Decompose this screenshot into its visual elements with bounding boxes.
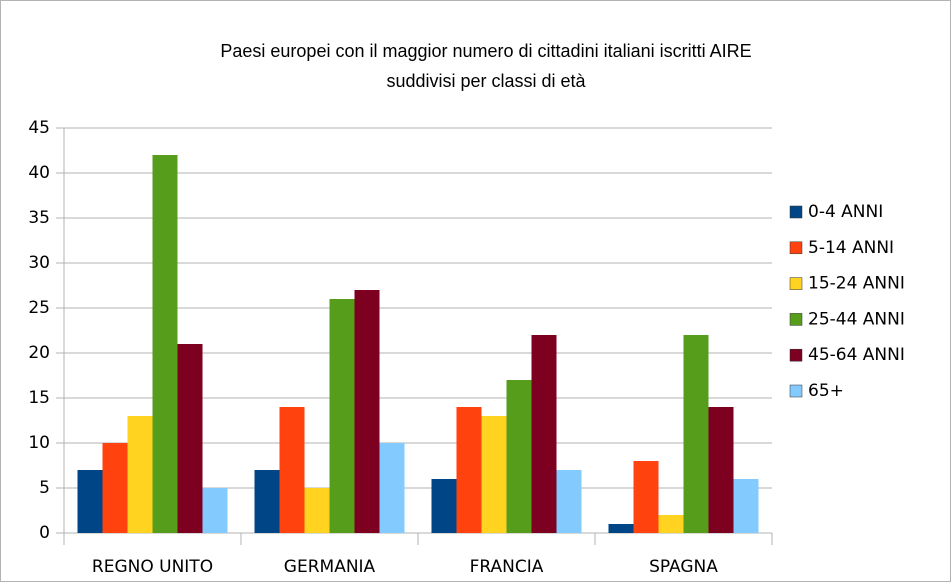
bar [127,416,153,533]
bar [608,524,634,533]
legend-label: 0-4 ANNI [808,202,883,222]
y-tick-label: 40 [28,163,50,183]
y-tick-label: 15 [28,388,50,408]
bar [329,299,355,533]
bar [456,407,482,533]
bar [556,470,582,533]
bar [279,407,305,533]
bar [431,479,457,533]
bar [506,380,532,533]
y-tick-label: 45 [28,118,50,138]
bar [379,443,405,533]
bar [658,515,684,533]
bar [77,470,103,533]
bar [708,407,734,533]
legend-label: 65+ [808,381,844,401]
x-tick-label: SPAGNA [649,557,718,577]
bar [202,488,228,533]
y-tick-label: 30 [28,253,50,273]
legend-label: 15-24 ANNI [808,274,905,294]
legend-swatch [789,241,803,255]
chart-title: suddivisi per classi di età [386,71,586,91]
legend-swatch [789,277,803,290]
y-tick-label: 0 [39,523,50,543]
bar [531,335,557,533]
chart-title: Paesi europei con il maggior numero di c… [220,41,751,61]
legend-label: 25-44 ANNI [808,309,905,329]
legend-label: 5-14 ANNI [808,238,894,258]
y-tick-label: 20 [28,343,50,363]
bar [304,488,330,533]
x-tick-label: GERMANIA [284,557,376,577]
legend-swatch [789,313,803,326]
bar [177,344,203,533]
bar [354,290,380,533]
y-tick-label: 5 [39,478,50,498]
bar [102,443,128,533]
bar [733,479,759,533]
y-tick-label: 35 [28,208,50,228]
bar [683,335,709,533]
x-tick-label: FRANCIA [470,557,544,577]
y-tick-label: 25 [28,298,50,318]
x-tick-label: REGNO UNITO [92,557,213,577]
legend-swatch [789,205,803,219]
legend-label: 45-64 ANNI [808,345,905,365]
bar [254,470,280,533]
legend-swatch [789,384,803,398]
bar [481,416,507,533]
bar [633,461,659,533]
y-tick-label: 10 [28,433,50,453]
legend-swatch [789,348,803,362]
bar [152,155,178,533]
